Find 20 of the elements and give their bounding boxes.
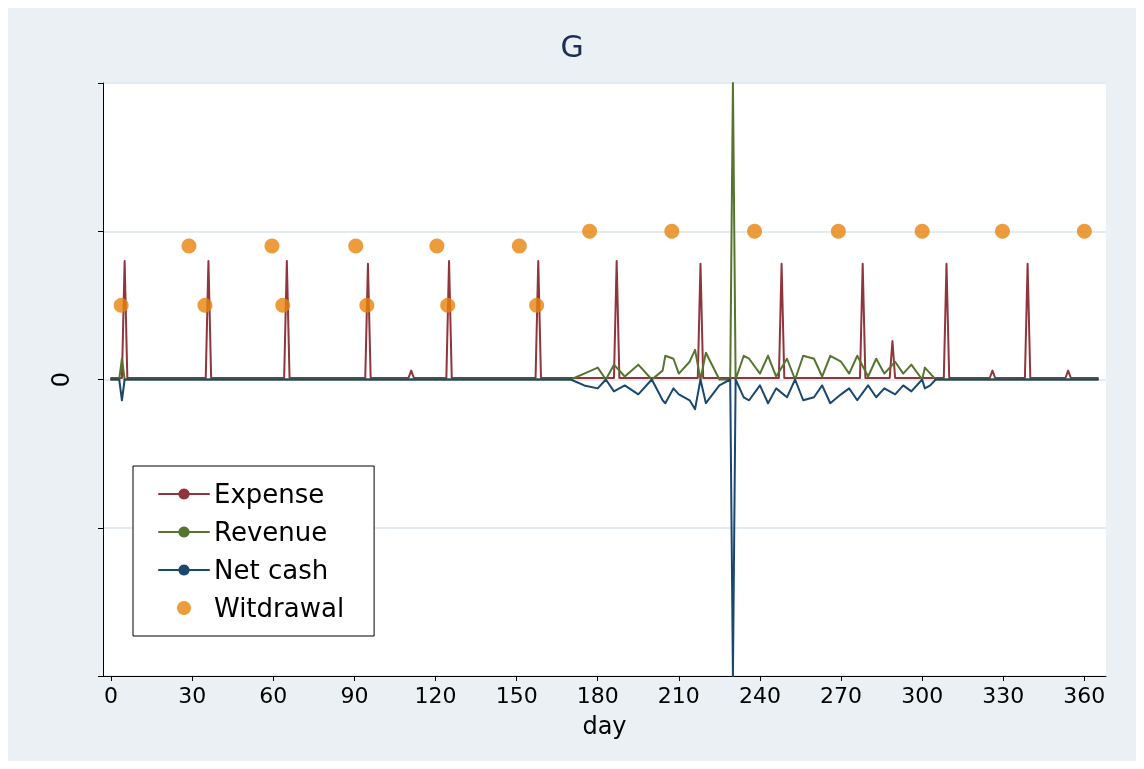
legend-label: Witdrawal xyxy=(214,593,345,623)
x-tick-label: 210 xyxy=(657,682,700,708)
y-axis-title: 0 xyxy=(47,371,75,388)
x-tick-label: 30 xyxy=(178,682,207,708)
x-tick-label: 120 xyxy=(414,682,457,708)
legend-label: Expense xyxy=(214,479,325,509)
x-tick-label: 360 xyxy=(1063,682,1106,708)
legend-label: Revenue xyxy=(214,517,328,547)
chart-title: G xyxy=(560,28,584,64)
legend-label: Net cash xyxy=(214,555,329,585)
x-tick-label: 270 xyxy=(820,682,863,708)
x-tick-label: 150 xyxy=(495,682,538,708)
x-tick-label: 90 xyxy=(340,682,369,708)
x-tick-label: 240 xyxy=(738,682,781,708)
x-axis-title: day xyxy=(582,712,627,740)
x-tick-label: 60 xyxy=(259,682,288,708)
x-tick-label: 180 xyxy=(576,682,619,708)
x-tick-label: 300 xyxy=(901,682,944,708)
x-tick-label: 330 xyxy=(982,682,1025,708)
x-tick-label: 0 xyxy=(104,682,119,708)
